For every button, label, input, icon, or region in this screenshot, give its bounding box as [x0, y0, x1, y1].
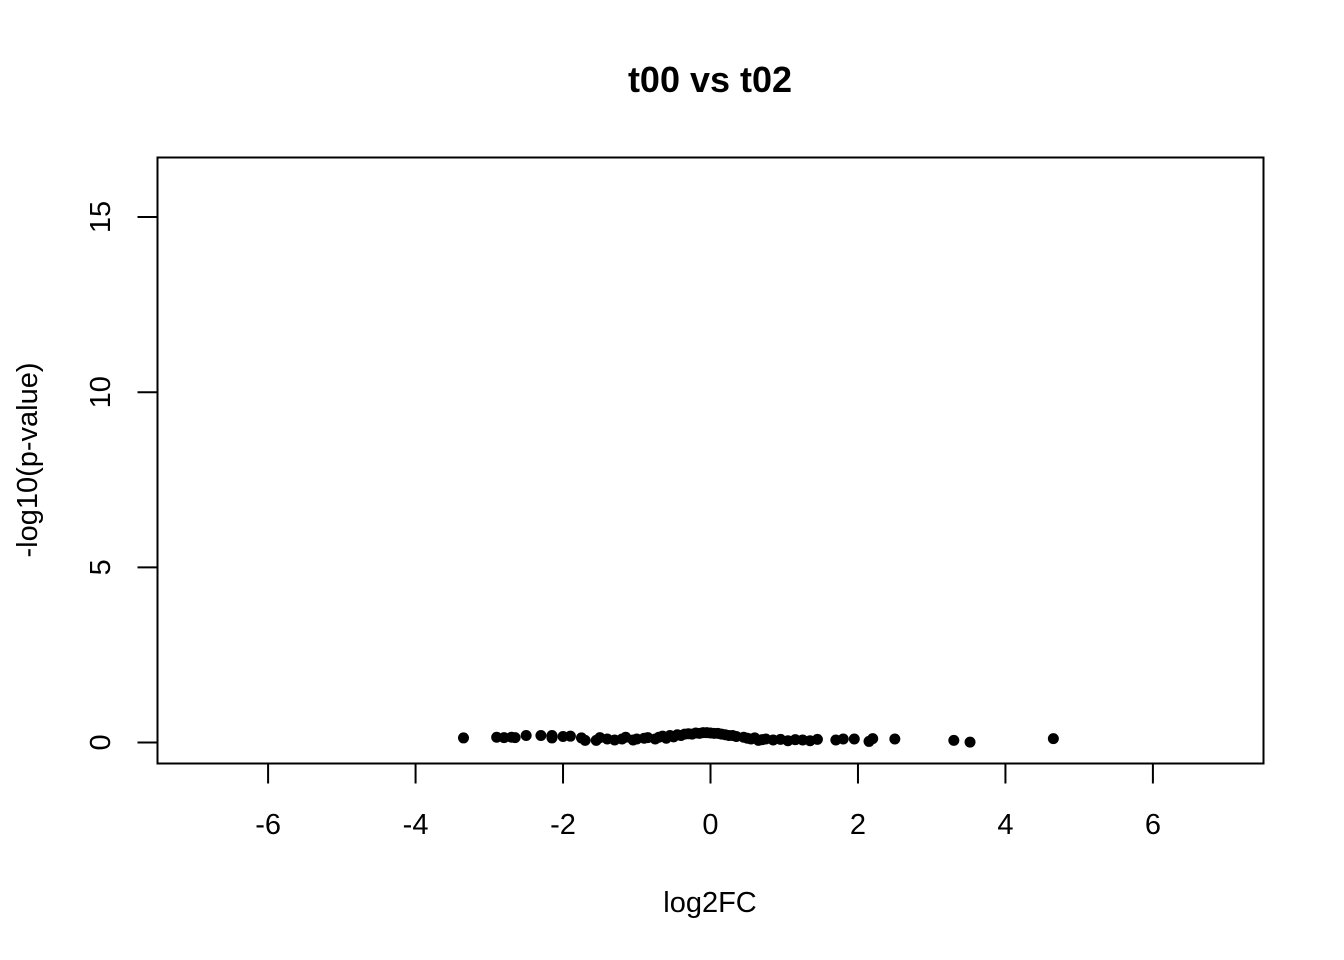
data-point: [1047, 733, 1059, 745]
data-point: [520, 729, 532, 741]
x-tick-label: -6: [255, 809, 281, 841]
data-point: [546, 729, 558, 741]
data-point: [867, 733, 879, 745]
y-tick-label: 10: [85, 376, 117, 408]
data-point: [564, 730, 576, 742]
data-point: [889, 733, 901, 745]
data-points: [457, 727, 1059, 748]
chart-title: t00 vs t02: [628, 59, 792, 100]
data-point: [948, 734, 960, 746]
x-tick-label: -4: [403, 809, 429, 841]
data-point: [964, 736, 976, 748]
y-axis-label: -log10(p-value): [12, 362, 44, 557]
data-point: [811, 733, 823, 745]
data-point: [848, 733, 860, 745]
data-point: [837, 733, 849, 745]
data-point: [535, 729, 547, 741]
data-point: [579, 734, 591, 746]
y-tick-label: 15: [85, 201, 117, 233]
data-point: [509, 732, 521, 744]
x-tick-label: 6: [1145, 809, 1161, 841]
x-axis: -6 -4 -2 0 2 4 6: [255, 762, 1161, 841]
y-tick-label: 5: [85, 559, 117, 575]
x-tick-label: 2: [850, 809, 866, 841]
x-tick-label: 0: [702, 809, 718, 841]
x-tick-label: -2: [550, 809, 576, 841]
x-tick-label: 4: [997, 809, 1013, 841]
y-tick-label: 0: [85, 734, 117, 750]
y-axis: 0 5 10 15: [85, 201, 159, 751]
plot-frame: [156, 156, 1265, 765]
data-point: [457, 732, 469, 744]
x-axis-label: log2FC: [663, 887, 757, 919]
